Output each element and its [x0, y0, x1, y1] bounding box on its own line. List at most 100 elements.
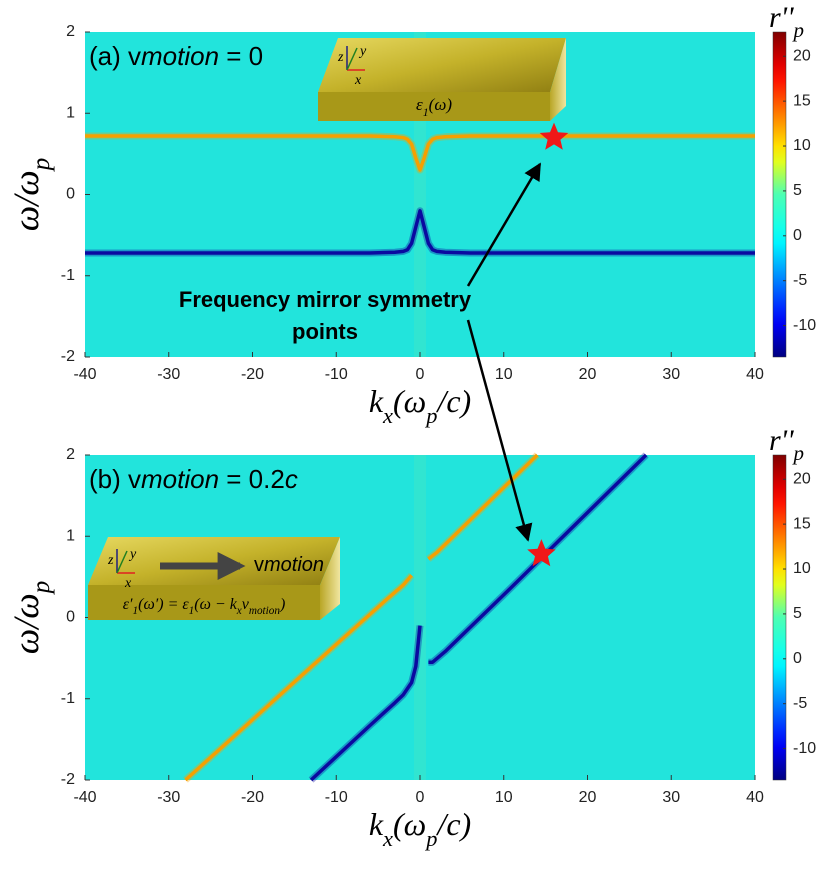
slab-label-part: v — [242, 596, 250, 613]
axis-icon-label: y — [358, 44, 367, 59]
colorbar-tick-label: 5 — [793, 605, 802, 622]
colorbar-tick-label: 20 — [793, 470, 811, 487]
y-tick-label: -2 — [61, 771, 75, 788]
colorbar-tick-label: 20 — [793, 47, 811, 64]
colorbar-tick-label: 0 — [793, 650, 802, 667]
slab-label-part: (ω − k — [194, 596, 237, 613]
x-tick-label: -40 — [73, 789, 96, 806]
y-axis-label-part: p — [28, 158, 55, 173]
velocity-label-part: v — [254, 554, 264, 576]
y-axis-label-part: ω/ω — [6, 170, 46, 231]
colorbar-tick-label: 15 — [793, 515, 811, 532]
curve — [309, 453, 648, 782]
colorbar-tick-label: -5 — [793, 272, 807, 289]
velocity-label-part: motion — [264, 554, 324, 576]
slab-label-part: 1 — [133, 605, 139, 617]
colorbar-tick-label: 0 — [793, 227, 802, 244]
colorbar-tick-label: 5 — [793, 182, 802, 199]
colorbar — [772, 31, 787, 358]
axis-icon-label: z — [107, 553, 114, 568]
y-tick-label: 1 — [66, 104, 75, 121]
panel-title-part: motion — [141, 41, 219, 71]
x-tick-label: 10 — [495, 366, 513, 383]
y-tick-label: 1 — [66, 527, 75, 544]
axis-icon-label: x — [124, 576, 132, 591]
panel-title-part: (a) v — [89, 41, 141, 71]
colorbar-tick-label: 15 — [793, 92, 811, 109]
y-tick-label: 2 — [66, 23, 75, 40]
y-axis-label: ω/ωp — [6, 581, 55, 654]
colorbar-label-part: r'' — [769, 1, 794, 34]
y-tick-label: 0 — [66, 186, 75, 203]
x-axis-label-part: /c) — [435, 806, 471, 842]
y-axis-label-part: ω/ω — [6, 593, 46, 654]
slab-side — [320, 537, 340, 620]
x-axis-label-part: (ω — [393, 806, 426, 842]
x-tick-label: 20 — [579, 789, 597, 806]
x-tick-label: -20 — [241, 789, 264, 806]
colorbar-tick-label: 10 — [793, 560, 811, 577]
slab-label-part: 1 — [189, 605, 195, 617]
panel-title-part: = 0.2 — [219, 464, 285, 494]
slab-label: ε1(ω) — [416, 95, 452, 119]
y-tick-label: -2 — [61, 348, 75, 365]
x-tick-label: 40 — [746, 366, 764, 383]
arrow — [466, 162, 542, 287]
x-axis-label-part: /c) — [435, 383, 471, 419]
colorbar-label-part: p — [792, 18, 805, 42]
slab-label-part: ε — [416, 95, 423, 114]
y-tick-label: -1 — [61, 267, 75, 284]
colorbar-label-part: r'' — [769, 424, 794, 457]
x-tick-label: -30 — [157, 789, 180, 806]
axis-icon-label: y — [128, 547, 137, 562]
y-tick-label: -1 — [61, 690, 75, 707]
slab-label-part: motion — [249, 605, 280, 617]
annotation: Frequency mirror symmetry — [179, 287, 472, 312]
y-tick-label: 2 — [66, 446, 75, 463]
x-tick-label: -30 — [157, 366, 180, 383]
slab-label-part: x — [236, 605, 242, 617]
y-axis-label: ω/ωp — [6, 158, 55, 231]
slab-label-part: (ω′) = ε — [138, 596, 189, 613]
x-axis-label-part: p — [424, 403, 437, 428]
slab-label-part: ε′ — [123, 596, 133, 613]
colorbar-label: r''p — [769, 1, 804, 42]
curve — [184, 453, 539, 782]
panel-title-part: (b) v — [89, 464, 141, 494]
x-tick-label: -10 — [325, 789, 348, 806]
x-tick-label: 0 — [416, 789, 425, 806]
colorbar — [772, 454, 787, 781]
heatmap-feature — [414, 455, 426, 780]
panel-title-part: = 0 — [219, 41, 263, 71]
slab-label-part: ) — [279, 596, 285, 613]
colorbar-tick-label: -10 — [793, 740, 816, 757]
axis-icon-label: x — [354, 73, 362, 88]
star-marker — [539, 122, 569, 150]
x-axis-label-part: x — [382, 826, 393, 851]
slab-label-part: 1 — [423, 105, 429, 119]
slab-top — [318, 38, 566, 92]
curve — [85, 209, 755, 255]
x-axis-label-part: x — [382, 403, 393, 428]
axis-icon — [116, 550, 128, 574]
curve — [85, 134, 755, 172]
slab-label: ε′1(ω′) = ε1(ω − kxvmotion) — [123, 596, 286, 617]
slab-front — [88, 585, 320, 620]
x-axis-label-part: k — [369, 383, 384, 419]
x-axis-label-part: k — [369, 806, 384, 842]
arrow — [466, 319, 533, 542]
colorbar-tick-label: -10 — [793, 317, 816, 334]
axis-icon — [346, 47, 358, 71]
star-marker — [527, 539, 556, 567]
annotation: points — [292, 319, 358, 344]
x-axis-label: kx(ωp/c) — [369, 383, 471, 427]
panel-title-part: c — [285, 464, 298, 494]
x-axis-label-part: (ω — [393, 383, 426, 419]
colorbar-tick-label: -5 — [793, 695, 807, 712]
axis-icon-label: z — [337, 50, 344, 65]
slab-front — [318, 92, 550, 121]
x-tick-label: -20 — [241, 366, 264, 383]
plots: -40 -30 -20 -10 0 10 20 30 40-2-1012kx(ωp/c)ω/ωp… — [6, 1, 816, 851]
slab-top — [88, 537, 340, 585]
